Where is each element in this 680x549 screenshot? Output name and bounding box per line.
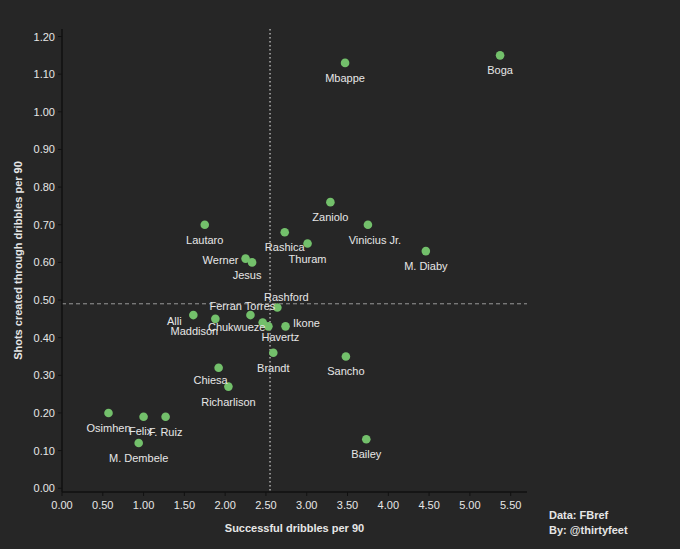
point xyxy=(134,439,143,448)
point-label: Vinicius Jr. xyxy=(349,234,401,246)
y-tick-label: 0.40 xyxy=(34,332,55,344)
point-label: Mbappe xyxy=(325,72,365,84)
point xyxy=(269,348,278,357)
annotation: By: @thirtyfeet xyxy=(549,524,628,536)
reference-line-x xyxy=(269,29,270,492)
y-tick-label: 0.50 xyxy=(34,294,55,306)
point xyxy=(364,220,373,229)
point-label: M. Diaby xyxy=(404,260,448,272)
point xyxy=(422,247,431,256)
y-tick-label: 0.20 xyxy=(34,407,55,419)
annotation: Data: FBref xyxy=(549,509,609,521)
point xyxy=(189,311,198,320)
point-label: Thuram xyxy=(289,253,327,265)
x-tick-label: 0.50 xyxy=(92,499,113,511)
x-tick-label: 5.00 xyxy=(459,499,480,511)
x-axis xyxy=(62,491,527,493)
y-axis-title: Shots created through dribbles per 90 xyxy=(12,161,24,360)
point xyxy=(104,409,113,418)
point-label: Rashica xyxy=(265,241,306,253)
point-label: Chiesa xyxy=(194,374,229,386)
y-tick-label: 0.70 xyxy=(34,219,55,231)
y-tick-label: 0.90 xyxy=(34,143,55,155)
point-label: Lautaro xyxy=(186,234,223,246)
x-axis-title: Successful dribbles per 90 xyxy=(225,522,364,534)
point-label: Werner xyxy=(203,254,239,266)
point xyxy=(161,412,170,421)
point-label: F. Ruiz xyxy=(149,426,183,438)
y-tick-label: 0.30 xyxy=(34,369,55,381)
point xyxy=(341,59,350,68)
point-label: Sancho xyxy=(327,365,364,377)
background xyxy=(0,0,680,549)
point-label: Havertz xyxy=(261,331,299,343)
y-tick-label: 0.60 xyxy=(34,256,55,268)
point xyxy=(248,258,257,267)
x-tick-label: 2.50 xyxy=(255,499,276,511)
point-label: Zaniolo xyxy=(312,211,348,223)
y-tick-label: 1.00 xyxy=(34,106,55,118)
y-tick-label: 1.10 xyxy=(34,68,55,80)
x-tick-label: 1.50 xyxy=(174,499,195,511)
y-tick-label: 0.10 xyxy=(34,445,55,457)
point-label: Jesus xyxy=(233,269,262,281)
point-label: Bailey xyxy=(351,448,381,460)
x-tick-label: 3.50 xyxy=(337,499,358,511)
plot-area xyxy=(62,29,527,492)
point-label: Brandt xyxy=(257,362,289,374)
point xyxy=(496,51,505,60)
x-tick-label: 2.00 xyxy=(214,499,235,511)
x-tick-label: 4.50 xyxy=(418,499,439,511)
y-tick-label: 0.00 xyxy=(34,482,55,494)
x-tick-label: 5.50 xyxy=(500,499,521,511)
point xyxy=(214,363,223,372)
point xyxy=(326,198,335,207)
x-tick-label: 0.00 xyxy=(51,499,72,511)
point xyxy=(200,220,209,229)
x-tick-label: 1.00 xyxy=(133,499,154,511)
point-label: Osimhen xyxy=(86,422,130,434)
y-tick-label: 1.20 xyxy=(34,31,55,43)
point xyxy=(362,435,371,444)
point-label: Ferran Torres xyxy=(210,300,276,312)
reference-line-y xyxy=(62,303,527,304)
point xyxy=(139,412,148,421)
chart: 0.00 0.10 0.20 0.30 0.40 0.50 0.60 0.70 0.80 0.90… xyxy=(0,0,680,549)
point-label: Richarlison xyxy=(201,396,255,408)
y-tick-label: 0.80 xyxy=(34,181,55,193)
point xyxy=(342,352,351,361)
point xyxy=(281,322,290,331)
point-label: Boga xyxy=(487,64,514,76)
x-tick-label: 3.00 xyxy=(296,499,317,511)
point xyxy=(280,228,289,237)
x-tick-label: 4.00 xyxy=(378,499,399,511)
point-label: Chukwueze xyxy=(208,321,265,333)
point-label: Ikone xyxy=(293,317,320,329)
point-label: M. Dembele xyxy=(109,452,168,464)
y-axis xyxy=(61,29,63,492)
